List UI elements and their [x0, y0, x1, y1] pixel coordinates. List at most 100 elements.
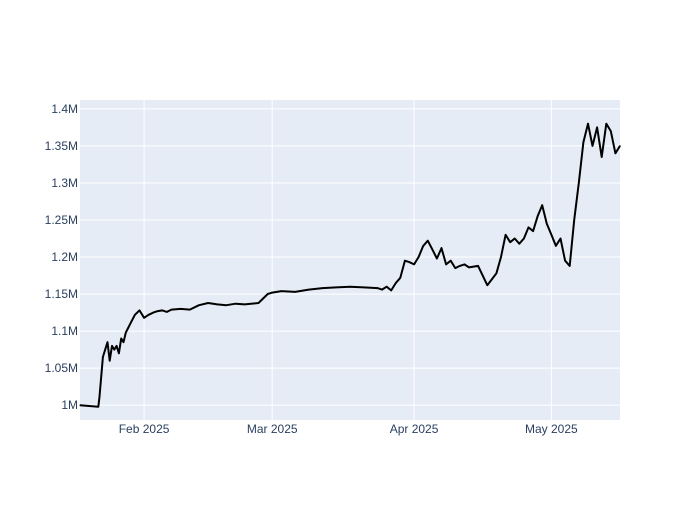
data-point	[445, 263, 447, 265]
data-point	[109, 360, 111, 362]
data-point	[587, 123, 589, 125]
data-point	[523, 237, 525, 240]
data-point	[170, 309, 173, 311]
data-point	[349, 286, 351, 288]
y-tick-label: 1.4M	[51, 102, 78, 116]
data-point	[134, 314, 136, 316]
data-point	[573, 219, 575, 221]
data-point	[106, 341, 109, 343]
y-tick-label: 1.3M	[51, 176, 78, 190]
data-point	[111, 345, 113, 347]
data-point	[614, 152, 617, 154]
data-point	[244, 303, 246, 305]
data-point	[559, 237, 562, 240]
data-point	[578, 182, 580, 184]
data-point	[459, 265, 461, 267]
data-point	[102, 356, 104, 358]
data-point	[486, 284, 488, 286]
data-point	[180, 308, 182, 310]
data-point	[122, 341, 125, 343]
data-point	[381, 289, 383, 291]
data-point	[148, 314, 150, 316]
series-lines	[79, 122, 621, 408]
y-tick-label: 1.25M	[45, 213, 78, 227]
data-point	[555, 245, 557, 247]
data-point	[427, 240, 429, 242]
data-point	[500, 256, 502, 258]
data-point	[582, 141, 585, 143]
data-point	[363, 286, 365, 288]
x-tick-label: Feb 2025	[119, 422, 170, 436]
data-point	[518, 243, 520, 245]
data-point	[267, 293, 269, 295]
x-tick-label: Apr 2025	[390, 422, 439, 436]
y-axis-tick-labels: 1M 1.05M 1.1M 1.15M 1.2M 1.25M 1.3M 1.35M 1.4M	[45, 102, 78, 412]
data-point	[564, 260, 566, 262]
data-point	[118, 352, 120, 354]
x-tick-label: Mar 2025	[247, 422, 298, 436]
data-point	[468, 266, 470, 268]
data-point	[431, 249, 433, 251]
data-point	[569, 265, 571, 267]
data-point	[390, 289, 392, 291]
data-point	[116, 345, 118, 347]
data-point	[207, 302, 209, 304]
y-tick-label: 1M	[61, 398, 78, 412]
plot-background	[80, 100, 620, 420]
data-point	[157, 310, 159, 312]
data-point	[235, 303, 237, 305]
data-point	[509, 241, 511, 243]
data-point	[271, 292, 273, 294]
x-gridlines	[143, 100, 552, 420]
data-point	[98, 397, 100, 399]
y-gridlines	[80, 108, 620, 406]
data-point	[454, 267, 456, 269]
data-point	[463, 263, 465, 265]
data-point	[225, 304, 227, 306]
data-point	[386, 286, 388, 288]
data-point	[294, 291, 296, 293]
data-point	[308, 289, 310, 291]
data-point	[120, 337, 122, 340]
x-tick-label: May 2025	[525, 422, 578, 436]
y-tick-label: 1.2M	[51, 250, 78, 264]
data-point	[413, 263, 415, 265]
data-point	[166, 311, 168, 313]
data-point	[395, 282, 397, 284]
data-point	[591, 145, 594, 147]
data-point	[335, 286, 337, 288]
data-point	[97, 406, 99, 408]
data-point	[505, 234, 507, 236]
data-point	[601, 156, 603, 158]
data-point	[477, 265, 479, 267]
data-point	[537, 215, 539, 217]
data-point	[422, 245, 424, 247]
series-line	[79, 122, 621, 408]
data-point	[450, 260, 452, 262]
data-point	[532, 230, 534, 232]
data-point	[161, 309, 163, 311]
data-point	[198, 304, 200, 306]
data-point	[129, 323, 131, 325]
data-point	[79, 404, 81, 406]
data-point	[491, 278, 493, 280]
data-point	[436, 257, 438, 260]
data-point	[399, 277, 401, 279]
data-point	[321, 287, 324, 289]
data-point	[596, 126, 598, 128]
data-point	[104, 349, 106, 351]
data-point	[418, 256, 420, 258]
data-point	[408, 261, 411, 263]
data-point	[610, 130, 612, 132]
x-axis-tick-labels: Feb 2025 Mar 2025 Apr 2025 May 2025	[119, 422, 578, 436]
data-point	[495, 272, 497, 274]
data-point	[189, 309, 191, 311]
data-point	[138, 309, 141, 311]
data-point	[514, 237, 516, 240]
data-point	[257, 302, 260, 304]
y-tick-label: 1.15M	[45, 287, 78, 301]
data-point	[280, 290, 282, 292]
data-point	[152, 312, 154, 314]
